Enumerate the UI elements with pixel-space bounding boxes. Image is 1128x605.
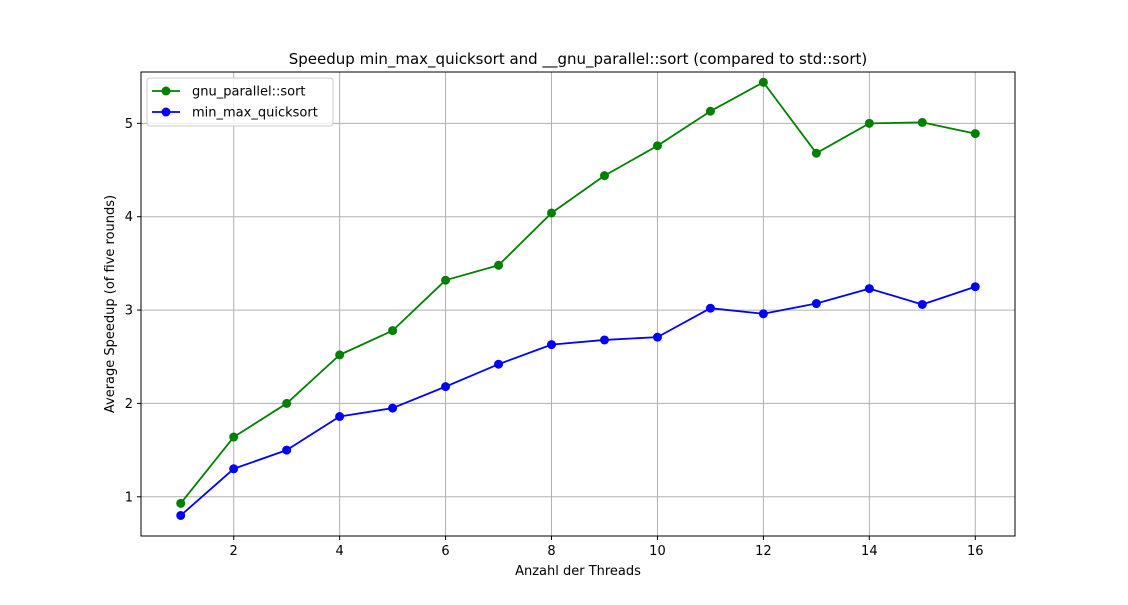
x-tick-label: 14 bbox=[861, 544, 878, 559]
legend-marker bbox=[161, 86, 171, 96]
data-point bbox=[441, 275, 451, 285]
y-tick-label: 1 bbox=[125, 490, 133, 505]
data-point bbox=[917, 117, 927, 127]
data-point bbox=[758, 309, 768, 319]
legend-label: gnu_parallel::sort bbox=[192, 85, 306, 100]
data-point bbox=[176, 498, 186, 508]
data-point bbox=[494, 260, 504, 270]
series-min_max_quicksort bbox=[176, 282, 980, 520]
grid-lines bbox=[141, 72, 1015, 536]
chart-title: Speedup min_max_quicksort and __gnu_para… bbox=[289, 50, 867, 69]
legend-entry: gnu_parallel::sort bbox=[152, 85, 306, 100]
data-point bbox=[705, 106, 715, 116]
data-point bbox=[335, 350, 345, 360]
x-tick-label: 6 bbox=[441, 544, 449, 559]
legend-entry: min_max_quicksort bbox=[152, 106, 318, 121]
data-point bbox=[811, 148, 821, 158]
x-tick-label: 8 bbox=[547, 544, 555, 559]
y-axis-ticks: 1 2 3 4 5 bbox=[125, 117, 141, 505]
series-line bbox=[180, 285, 976, 517]
data-point bbox=[599, 171, 609, 181]
series-line bbox=[180, 81, 976, 504]
data-point bbox=[229, 432, 239, 442]
data-point bbox=[705, 303, 715, 313]
x-tick-label: 16 bbox=[967, 544, 984, 559]
data-point bbox=[282, 445, 292, 455]
data-point bbox=[917, 299, 927, 309]
data-point bbox=[547, 340, 557, 350]
x-axis-label: Anzahl der Threads bbox=[515, 564, 641, 579]
legend-box bbox=[146, 77, 334, 127]
data-point bbox=[335, 411, 345, 421]
plot-area-frame bbox=[140, 71, 1016, 537]
data-point bbox=[652, 141, 662, 151]
y-tick-label: 2 bbox=[125, 397, 133, 412]
data-point bbox=[970, 282, 980, 292]
data-point bbox=[388, 326, 398, 336]
legend-label: min_max_quicksort bbox=[192, 106, 318, 121]
y-axis-label: Average Speedup (of five rounds) bbox=[103, 195, 118, 413]
data-point bbox=[388, 403, 398, 413]
data-point bbox=[864, 284, 874, 294]
x-axis-ticks: 2 4 6 8 10 12 14 16 bbox=[230, 536, 984, 559]
series-layer bbox=[176, 77, 980, 520]
y-tick-label: 5 bbox=[125, 117, 133, 132]
legend-marker bbox=[161, 107, 171, 117]
x-tick-label: 10 bbox=[649, 544, 666, 559]
data-point bbox=[970, 129, 980, 139]
data-point bbox=[547, 208, 557, 218]
data-point bbox=[864, 118, 874, 128]
data-point bbox=[441, 382, 451, 392]
x-tick-label: 2 bbox=[230, 544, 238, 559]
data-point bbox=[811, 299, 821, 309]
data-point bbox=[758, 77, 768, 87]
data-point bbox=[176, 510, 186, 520]
x-tick-label: 4 bbox=[335, 544, 343, 559]
y-tick-label: 3 bbox=[125, 304, 133, 319]
data-point bbox=[282, 398, 292, 408]
y-tick-label: 4 bbox=[125, 210, 133, 225]
x-tick-label: 12 bbox=[755, 544, 772, 559]
data-point bbox=[652, 332, 662, 342]
data-point bbox=[599, 335, 609, 345]
series-gnu_parallel::sort bbox=[176, 77, 980, 508]
data-point bbox=[229, 464, 239, 474]
data-point bbox=[494, 359, 504, 369]
